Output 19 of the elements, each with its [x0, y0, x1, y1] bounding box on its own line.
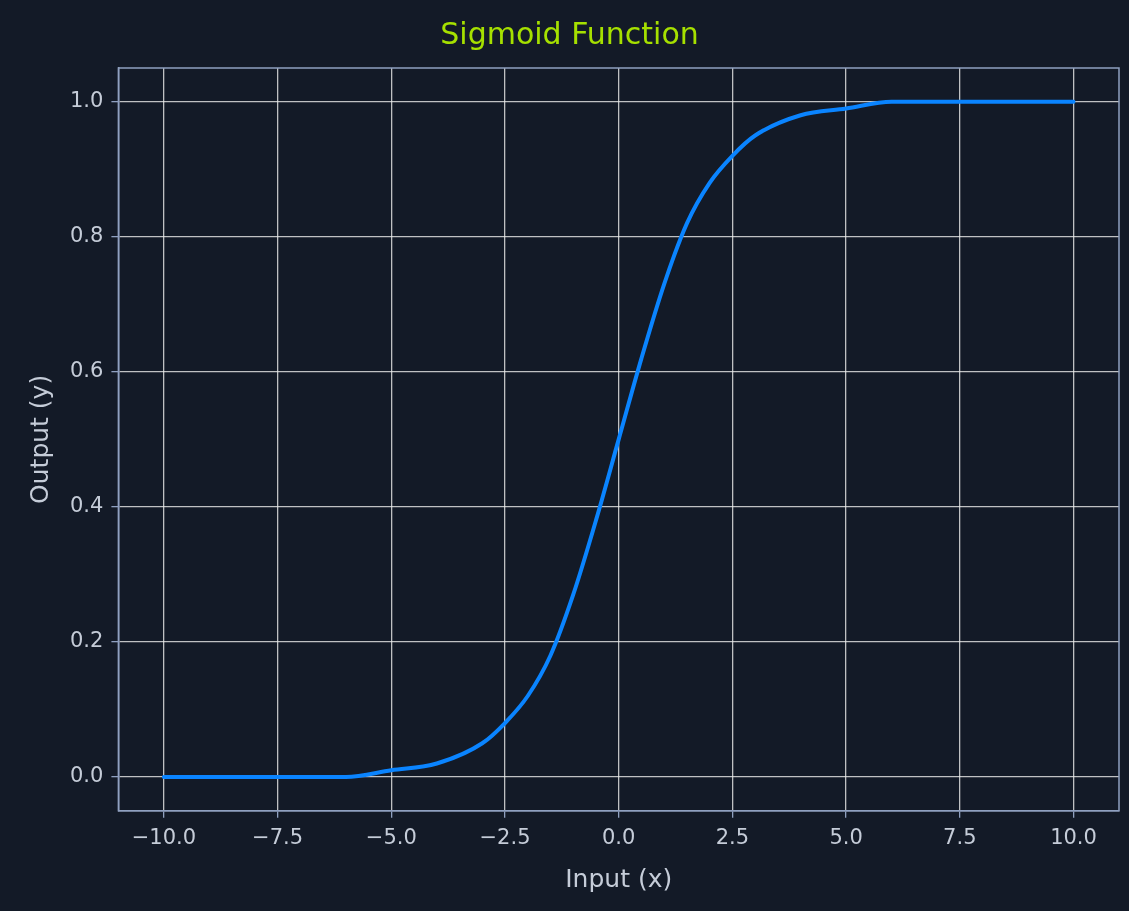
- chart-title: Sigmoid Function: [440, 15, 699, 51]
- y-axis-title: Output (y): [24, 374, 54, 504]
- y-tick-label: 0.2: [69, 628, 104, 653]
- y-tick-label: 0.4: [69, 493, 104, 518]
- line-series: [161, 99, 1076, 780]
- x-tick-label: 0.0: [602, 824, 636, 849]
- y-tick-label: 0.0: [69, 763, 104, 788]
- x-tick-label: −7.5: [252, 824, 304, 849]
- y-tick-label: 0.6: [69, 358, 104, 383]
- x-tick-label: −5.0: [365, 824, 417, 849]
- x-tick-label: 10.0: [1050, 824, 1097, 849]
- x-tick-label: 7.5: [943, 824, 977, 849]
- y-tick-label: 1.0: [69, 88, 104, 113]
- x-tick-label: 5.0: [829, 824, 863, 849]
- x-tick-label: 2.5: [715, 824, 750, 849]
- x-tick-label: −2.5: [479, 824, 531, 849]
- x-axis-title: Input (x): [565, 863, 673, 893]
- x-tick-label: −10.0: [131, 824, 197, 849]
- y-tick-label: 0.8: [69, 223, 104, 248]
